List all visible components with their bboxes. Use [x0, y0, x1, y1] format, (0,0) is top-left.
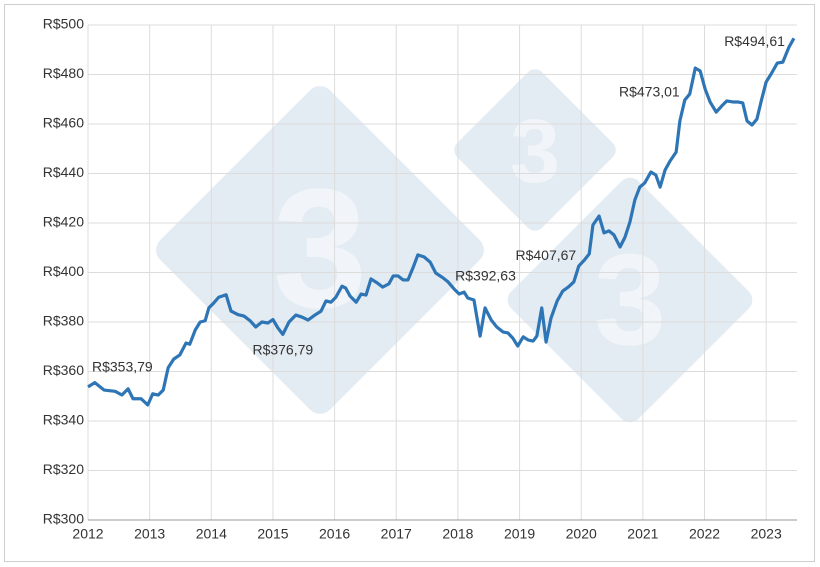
x-tick-label: 2019 [504, 526, 535, 542]
y-tick-label: R$460 [43, 115, 84, 131]
watermark [156, 69, 753, 423]
svg-text:3: 3 [273, 154, 368, 344]
x-tick-label: 2022 [689, 526, 720, 542]
x-tick-label: 2015 [257, 526, 288, 542]
annotation: R$473,01 [619, 84, 680, 100]
y-tick-label: R$420 [43, 214, 84, 230]
x-tick-label: 2023 [751, 526, 782, 542]
line-series [87, 37, 796, 407]
x-tick-label: 2014 [196, 526, 227, 542]
y-tick-label: R$480 [43, 65, 84, 81]
annotation: R$407,67 [516, 247, 577, 263]
y-tick-label: R$320 [43, 461, 84, 477]
y-tick-label: R$300 [43, 511, 84, 527]
x-tick-label: 2021 [627, 526, 658, 542]
frame [4, 4, 815, 562]
y-tick-label: R$380 [43, 313, 84, 329]
x-tick-label: 2018 [442, 526, 473, 542]
svg-text:3: 3 [594, 226, 666, 372]
svg-text:3: 3 [510, 102, 560, 202]
plot: R$300 R$320 R$340 R$360 R$380 R$400 R$420 R$440… [43, 16, 797, 542]
y-tick-label: R$340 [43, 412, 84, 428]
y-tick-label: R$360 [43, 362, 84, 378]
y-tick-label: R$400 [43, 263, 84, 279]
y-tick-label: R$500 [43, 16, 84, 32]
x-tick-label: 2012 [72, 526, 103, 542]
annotation: R$353,79 [92, 359, 153, 375]
x-tick-label: 2017 [381, 526, 412, 542]
annotation: R$392,63 [455, 267, 516, 283]
x-tick-label: 2016 [319, 526, 350, 542]
annotation: R$494,61 [724, 33, 785, 49]
x-tick-label: 2020 [566, 526, 597, 542]
y-tick-label: R$440 [43, 164, 84, 180]
annotation: R$376,79 [252, 342, 313, 358]
x-tick-label: 2013 [134, 526, 165, 542]
